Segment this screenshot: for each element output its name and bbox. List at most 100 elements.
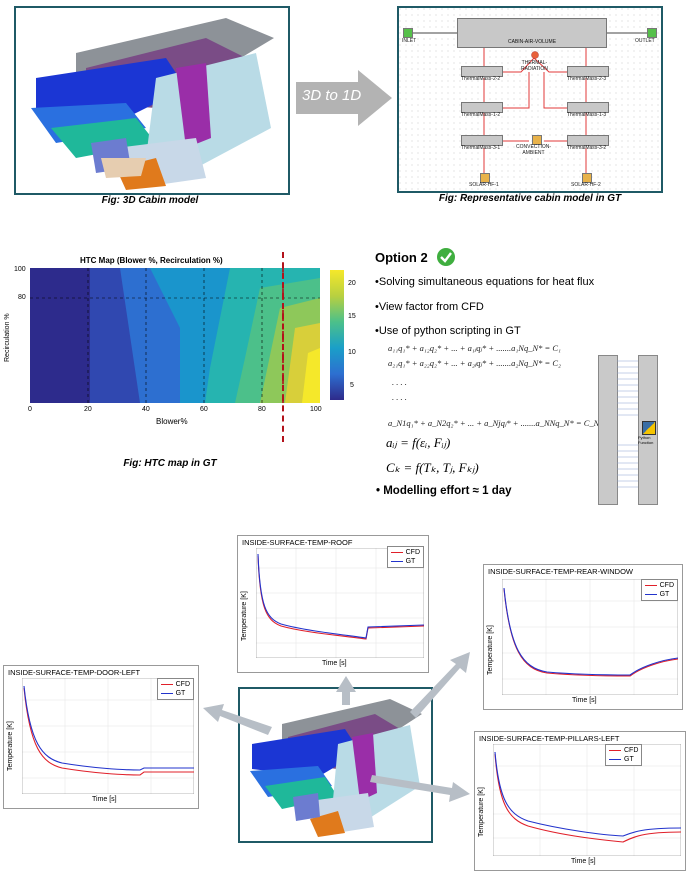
plot-area: [502, 579, 678, 695]
python-icon: [642, 421, 656, 435]
legend-cfd: CFD: [659, 582, 674, 589]
plot-legend: CFD GT: [605, 744, 643, 766]
gt-thermalmass-2-2: [461, 66, 503, 77]
gt-thermalmass-1-2: [461, 102, 503, 113]
htc-ylabel: Recirculation %: [4, 313, 11, 362]
gt-tm13-label: ThermalMass-1-3: [567, 112, 607, 118]
gt-outlet-block: [647, 28, 657, 38]
htc-xtick: 80: [258, 406, 266, 413]
plot-ylabel: Temperature [K]: [487, 625, 494, 675]
htc-contour-plot: [30, 268, 320, 403]
legend-cfd: CFD: [405, 549, 420, 556]
gt-cabin-volume-block: CABIN-AIR-VOLUME: [457, 18, 607, 48]
gt-thermalmass-2-3: [567, 66, 609, 77]
gt-convection-label: CONVECTION- AMBIENT: [516, 144, 551, 156]
htc-map: HTC Map (Blower %, Recirculation %) Reci…: [0, 252, 370, 442]
cabin-caption: Fig: 3D Cabin model: [101, 195, 199, 206]
gt-model-frame: INLET OUTLET CABIN-AIR-VOLUME THERMAL- R…: [397, 6, 663, 193]
plot-roof: INSIDE-SURFACE-TEMP-ROOF Temperature [K]…: [237, 535, 429, 673]
car-cabin-image: [31, 18, 274, 190]
htc-xtick: 0: [28, 406, 32, 413]
check-circle-icon: [437, 248, 455, 266]
equation-line: a₁₁q₁* + a₁₂q₂* + ... + a₁ⱼqⱼ* + .......…: [388, 343, 562, 353]
htc-ctick: 15: [348, 313, 356, 320]
panel-connection-lines: [617, 360, 638, 488]
gt-inlet-label: INLET: [402, 38, 417, 44]
option-bullet: •Solving simultaneous equations for heat…: [375, 276, 595, 288]
arrow-label: 3D to 1D: [302, 87, 362, 104]
plot-ylabel: Temperature [K]: [241, 591, 248, 641]
gt-caption: Fig: Representative cabin model in GT: [438, 193, 622, 204]
plot-area: [493, 744, 681, 856]
legend-gt: GT: [175, 690, 186, 697]
legend-cfd: CFD: [175, 681, 190, 688]
plot-xlabel: Time [s]: [92, 796, 117, 803]
legend-gt: GT: [659, 591, 670, 598]
ck-equation: Cₖ = f(Tₖ, Tⱼ, Fₖⱼ): [386, 460, 479, 475]
htc-ytick: 80: [18, 294, 26, 301]
htc-colorbar: [330, 270, 344, 400]
plot-legend: CFD GT: [640, 579, 678, 601]
plot-xlabel: Time [s]: [571, 858, 596, 865]
panel-left-column: [598, 355, 618, 505]
plot-ylabel: Temperature [K]: [7, 721, 14, 771]
equation-line: a₂₁q₁* + a₂₂q₂* + ... + a₂ⱼqⱼ* + .......…: [388, 358, 562, 368]
gt-shf1-label: SOLAR-HF-1: [469, 182, 499, 188]
plot-area: [22, 678, 194, 794]
gt-tm22-label: ThermalMass-2-2: [461, 76, 501, 82]
legend-gt: GT: [405, 558, 416, 565]
htc-xtick: 40: [142, 406, 150, 413]
htc-ctick: 5: [350, 382, 354, 389]
option-heading: Option 2: [375, 250, 428, 265]
legend-gt: GT: [624, 756, 634, 763]
gt-thermalmass-3-2: [567, 135, 609, 146]
htc-ctick: 20: [348, 280, 356, 287]
gt-thermalmass-1-3: [567, 102, 609, 113]
plot-xlabel: Time [s]: [322, 660, 347, 667]
gt-solar-hf-1-block: [480, 173, 490, 183]
aij-equation: aᵢⱼ = f(εᵢ, Fᵢⱼ): [386, 435, 451, 450]
gt-tm12-label: ThermalMass-1-2: [461, 112, 501, 118]
htc-xtick: 20: [84, 406, 92, 413]
equation-line: a_N1q₁* + a_N2q₂* + ... + a_Njqⱼ* + ....…: [388, 418, 600, 428]
gt-cabin-volume-label: CABIN-AIR-VOLUME: [507, 39, 557, 45]
plot-door-left: INSIDE-SURFACE-TEMP-DOOR-LEFT Temperatur…: [3, 665, 199, 809]
htc-xtick: 100: [310, 406, 322, 413]
htc-xtick: 60: [200, 406, 208, 413]
plot-legend: CFD GT: [386, 546, 424, 568]
car-cabin-image-small: [250, 699, 422, 837]
3d-to-1d-arrow: 3D to 1D: [296, 70, 392, 126]
plot-rear-window: INSIDE-SURFACE-TEMP-REAR-WINDOW Temperat…: [483, 564, 683, 710]
python-label: Python: [638, 435, 651, 440]
gt-outlet-label: OUTLET: [635, 38, 655, 44]
gt-radiation-label: THERMAL- RADIATION: [521, 60, 548, 72]
gt-convection-block: [532, 135, 542, 145]
gt-solar-hf-2-block: [582, 173, 592, 183]
gt-tm31-label: ThermalMass-3-1: [461, 145, 501, 151]
option-bullet: •Use of python scripting in GT: [375, 325, 521, 337]
htc-caption: Fig: HTC map in GT: [123, 458, 217, 469]
effort-bullet: • Modelling effort ≈ 1 day: [376, 485, 512, 497]
python-model-panel: Python Function: [598, 355, 658, 505]
gt-thermalmass-3-1: [461, 135, 503, 146]
option-bullet: •View factor from CFD: [375, 301, 484, 313]
plot-area: [256, 548, 424, 658]
gt-tm23-label: ThermalMass-2-3: [567, 76, 607, 82]
htc-title: HTC Map (Blower %, Recirculation %): [80, 256, 223, 265]
equation-line: . . . .: [392, 377, 407, 387]
plot-xlabel: Time [s]: [572, 697, 597, 704]
cabin-model-frame: [14, 6, 290, 195]
gt-inlet-block: [403, 28, 413, 38]
htc-ctick: 10: [348, 349, 356, 356]
function-label: Function: [638, 440, 654, 445]
htc-ytick: 100: [14, 266, 26, 273]
plot-title: INSIDE-SURFACE-TEMP-ROOF: [242, 538, 353, 547]
gt-shf2-label: SOLAR-HF-2: [571, 182, 601, 188]
gt-tm32-label: ThermalMass-3-2: [567, 145, 607, 151]
plot-title: INSIDE-SURFACE-TEMP-REAR-WINDOW: [488, 567, 633, 576]
htc-xlabel: Blower%: [156, 417, 188, 426]
legend-cfd: CFD: [624, 747, 639, 754]
plot-title: INSIDE-SURFACE-TEMP-DOOR-LEFT: [8, 668, 141, 677]
plot-legend: CFD GT: [156, 678, 194, 700]
plot-title: INSIDE-SURFACE-TEMP-PILLARS-LEFT: [479, 734, 620, 743]
